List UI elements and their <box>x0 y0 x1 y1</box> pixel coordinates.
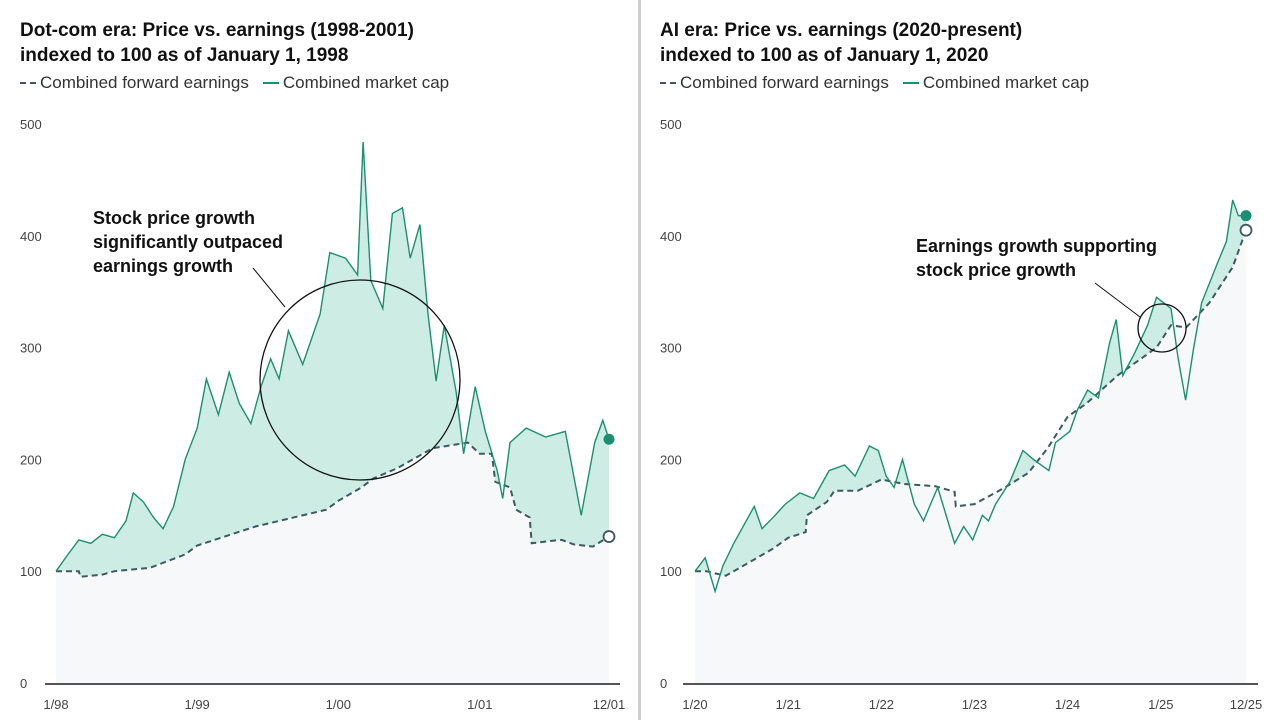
annotation-circle <box>1137 303 1187 353</box>
area-under-earnings <box>695 230 1246 683</box>
market-cap-line <box>55 141 610 572</box>
y-tick-label: 0 <box>20 676 27 691</box>
legend-label: Combined market cap <box>922 73 1090 92</box>
y-tick-label: 500 <box>660 117 682 132</box>
dashed-line-swatch-icon <box>20 82 36 84</box>
subtitle-line: indexed to 100 as of January 1, 2020 <box>660 45 989 66</box>
legend-item-earnings: Combined forward earnings <box>660 73 889 93</box>
x-tick-label: 1/20 <box>682 697 707 712</box>
y-tick-label: 300 <box>660 341 682 356</box>
title-line: Dot-com era: Price vs. earnings (1998-20… <box>20 20 414 41</box>
area-between-series <box>56 141 609 577</box>
annotation-text: earnings growth <box>93 256 233 276</box>
subtitle-line: indexed to 100 as of January 1, 1998 <box>20 45 349 66</box>
title-line: AI era: Price vs. earnings (2020-present… <box>660 20 1023 41</box>
legend: Combined forward earnings Combined marke… <box>660 73 1089 93</box>
legend: Combined forward earnings Combined marke… <box>20 73 449 93</box>
x-tick-label: 1/21 <box>776 697 801 712</box>
legend-item-market-cap: Combined market cap <box>262 73 450 93</box>
ai-chart-panel: AI era: Price vs. earnings (2020-present… <box>640 0 1280 720</box>
solid-line-swatch-icon <box>262 82 279 84</box>
legend-label: Combined forward earnings <box>40 73 249 92</box>
annotation-text: Stock price growth <box>93 208 255 228</box>
y-tick-label: 200 <box>660 452 682 467</box>
legend-item-market-cap: Combined market cap <box>902 73 1090 93</box>
earnings-end-marker <box>1239 223 1253 237</box>
dotcom-chart-panel: Dot-com era: Price vs. earnings (1998-20… <box>20 18 449 93</box>
x-tick-label: 1/01 <box>467 697 492 712</box>
annotation-circle <box>259 279 461 481</box>
x-tick-label: 12/01 <box>593 697 626 712</box>
market-cap-line <box>694 199 1246 594</box>
y-tick-label: 500 <box>20 117 42 132</box>
y-tick-label: 400 <box>20 229 42 244</box>
earnings-line <box>695 229 1247 577</box>
x-tick-label: 1/23 <box>962 697 987 712</box>
x-tick-label: 1/99 <box>184 697 209 712</box>
y-tick-label: 0 <box>660 676 667 691</box>
x-tick-label: 1/98 <box>43 697 68 712</box>
annotation-leader-line <box>252 267 286 308</box>
x-tick-label: 1/24 <box>1055 697 1080 712</box>
y-tick-label: 200 <box>20 452 42 467</box>
solid-line-swatch-icon <box>902 82 919 84</box>
annotation-text: significantly outpaced <box>93 232 283 252</box>
y-tick-label: 100 <box>660 564 682 579</box>
legend-item-earnings: Combined forward earnings <box>20 73 249 93</box>
area-under-earnings <box>56 442 609 683</box>
x-tick-label: 12/25 <box>1230 697 1263 712</box>
y-tick-label: 100 <box>20 564 42 579</box>
dashed-line-swatch-icon <box>660 82 676 84</box>
x-tick-label: 1/25 <box>1148 697 1173 712</box>
legend-label: Combined market cap <box>282 73 450 92</box>
chart-title: AI era: Price vs. earnings (2020-present… <box>660 18 1022 68</box>
annotation-text: stock price growth <box>916 260 1076 280</box>
y-tick-label: 300 <box>20 341 42 356</box>
annotation-leader-line <box>1094 282 1141 318</box>
legend-label: Combined forward earnings <box>680 73 889 92</box>
panel-divider <box>638 0 641 720</box>
market-cap-end-marker <box>603 433 615 445</box>
chart-title: Dot-com era: Price vs. earnings (1998-20… <box>20 18 414 68</box>
x-tick-label: 1/22 <box>869 697 894 712</box>
annotation-text: Earnings growth supporting <box>916 236 1157 256</box>
earnings-end-marker <box>602 530 616 543</box>
y-tick-label: 400 <box>660 229 682 244</box>
earnings-line <box>56 441 610 578</box>
market-cap-end-marker <box>1240 210 1252 222</box>
x-tick-label: 1/00 <box>326 697 351 712</box>
